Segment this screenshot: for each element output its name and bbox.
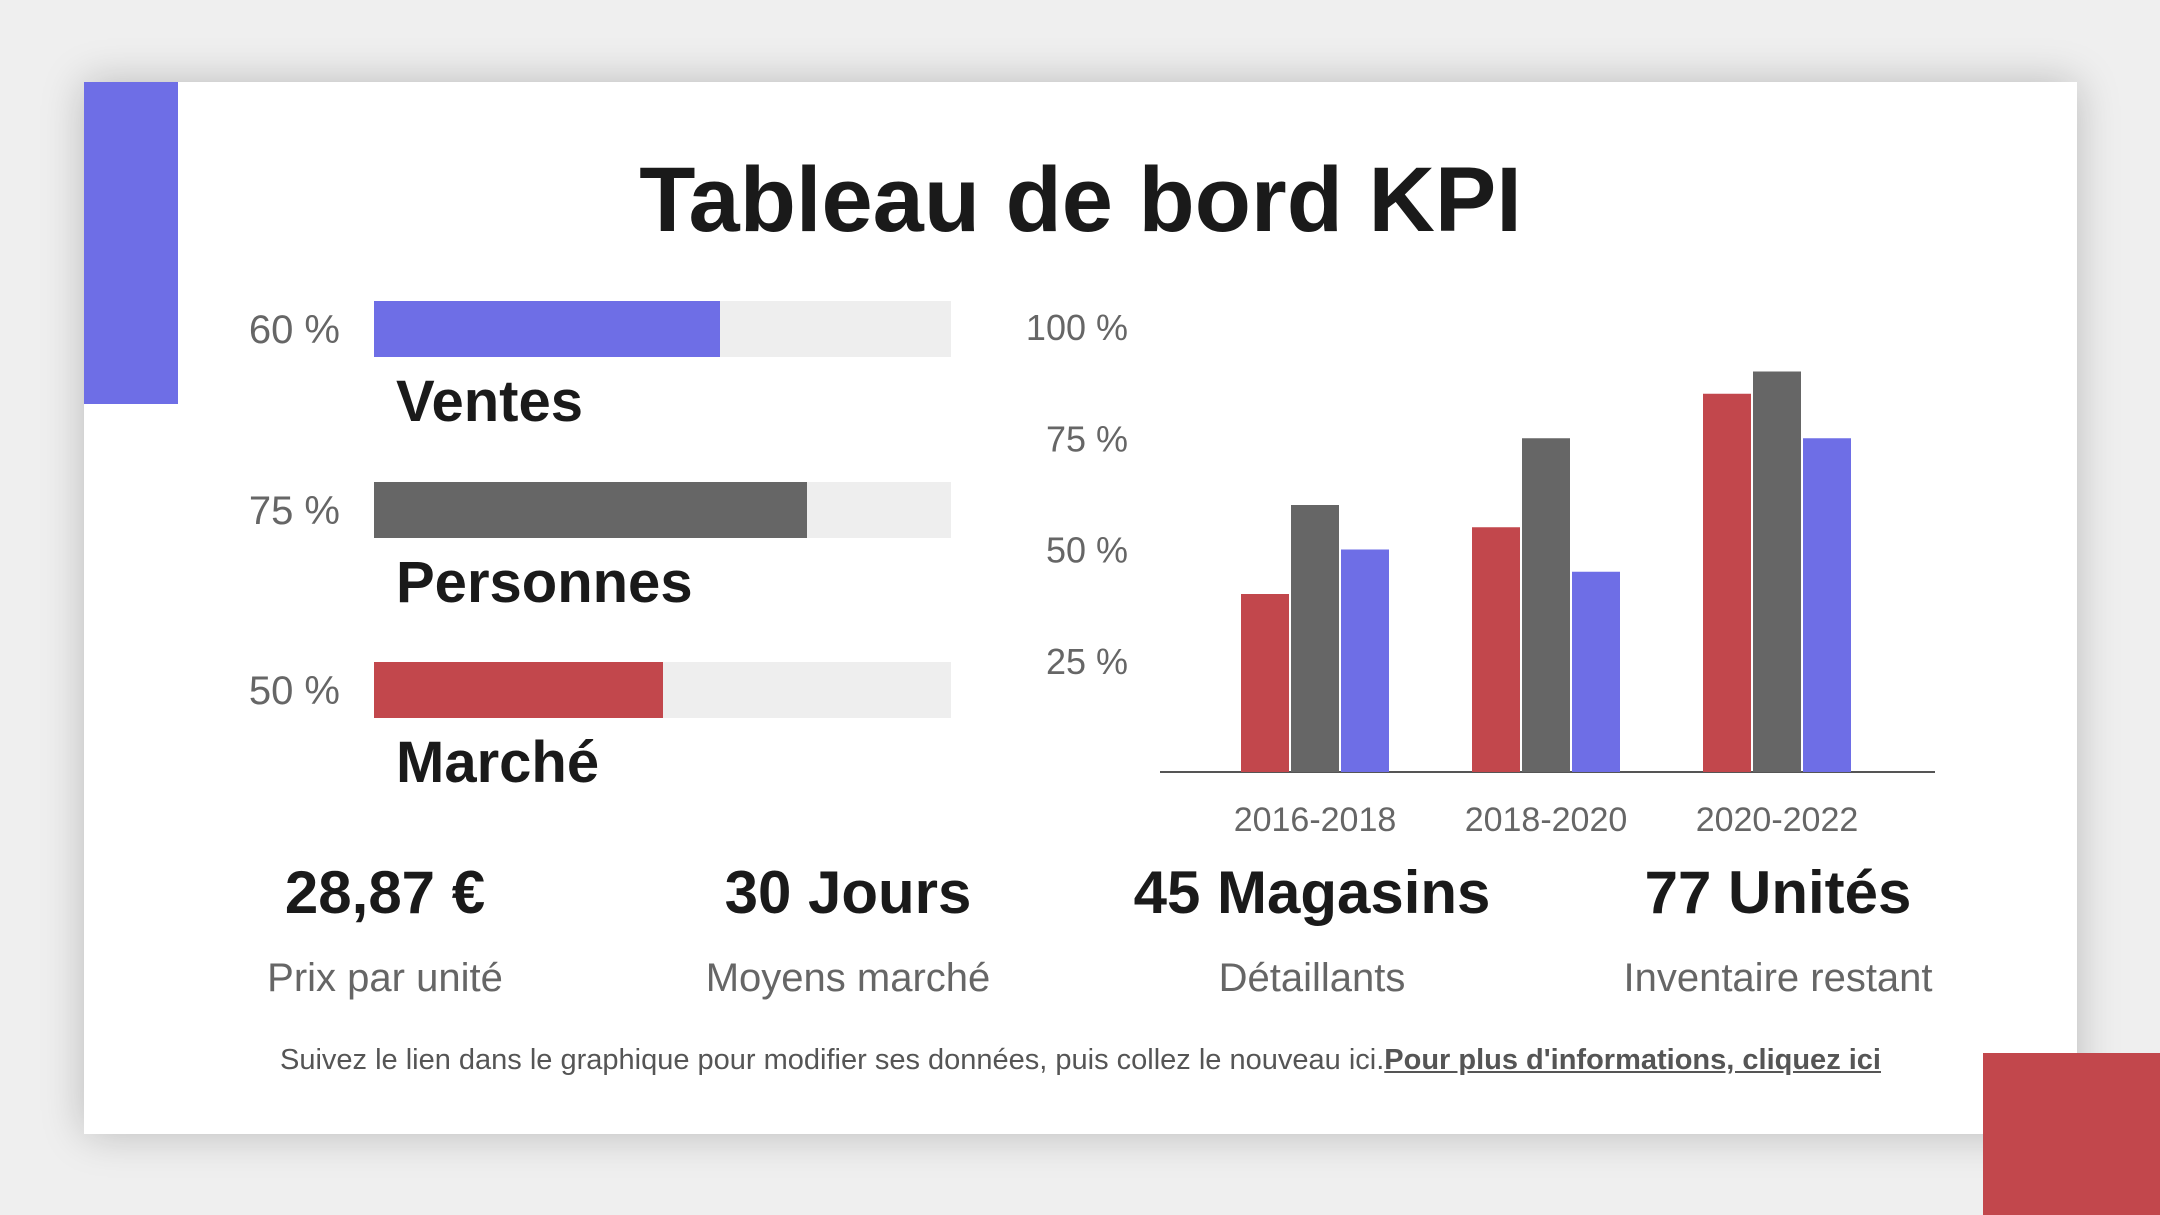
footer-text: Suivez le lien dans le graphique pour mo… xyxy=(279,1044,1385,1076)
kpi-label-ventes: Ventes xyxy=(396,369,583,434)
y-tick-label: 100 % xyxy=(1026,307,1128,348)
bar xyxy=(1241,594,1289,772)
kpi-fill-marche xyxy=(374,662,663,718)
stat-value-unites: 77 Unités xyxy=(1644,859,1912,926)
y-tick-label: 25 % xyxy=(1046,641,1128,682)
bar xyxy=(1291,505,1339,772)
kpi-percent-marche: 50 % xyxy=(248,669,340,713)
y-tick-label: 75 % xyxy=(1046,418,1128,459)
kpi-fill-ventes xyxy=(374,301,721,357)
bar xyxy=(1472,527,1520,772)
accent-bar-left xyxy=(84,82,178,404)
accent-block-corner xyxy=(1983,1053,2160,1215)
footer-note: Suivez le lien dans le graphique pour mo… xyxy=(84,1044,2077,1077)
bar xyxy=(1803,438,1851,772)
kpi-track-marche xyxy=(374,662,951,718)
stat-value-prix: 28,87 € xyxy=(284,859,486,926)
kpi-percent-personnes: 75 % xyxy=(248,489,340,533)
x-tick-label: 2016-2018 xyxy=(1234,801,1397,839)
stat-label-unites: Inventaire restant xyxy=(1623,956,1933,1000)
kpi-label-personnes: Personnes xyxy=(396,550,693,615)
stat-label-prix: Prix par unité xyxy=(267,956,503,1000)
bar xyxy=(1341,549,1389,772)
page-title: Tableau de bord KPI xyxy=(639,149,1522,251)
stat-label-magasins: Détaillants xyxy=(1218,956,1406,1000)
kpi-label-marche: Marché xyxy=(396,730,600,795)
kpi-track-personnes xyxy=(374,482,951,538)
kpi-percent-ventes: 60 % xyxy=(248,308,340,352)
y-tick-label: 50 % xyxy=(1046,530,1128,571)
kpi-track-ventes xyxy=(374,301,951,357)
bar xyxy=(1703,393,1751,772)
kpi-fill-personnes xyxy=(374,482,807,538)
stat-value-jours: 30 Jours xyxy=(724,859,972,926)
bar xyxy=(1522,438,1570,772)
x-tick-label: 2020-2022 xyxy=(1696,801,1859,839)
stat-value-magasins: 45 Magasins xyxy=(1133,859,1491,926)
stat-label-jours: Moyens marché xyxy=(705,956,991,1000)
bar xyxy=(1572,571,1620,772)
more-info-link[interactable]: Pour plus d'informations, cliquez ici xyxy=(1384,1044,1881,1076)
bar xyxy=(1753,371,1801,772)
bar-chart: 25 % 50 % 75 % 100 % 2016-2018 2018-2020 2020-… xyxy=(1026,307,1935,839)
x-tick-label: 2018-2020 xyxy=(1465,801,1628,839)
